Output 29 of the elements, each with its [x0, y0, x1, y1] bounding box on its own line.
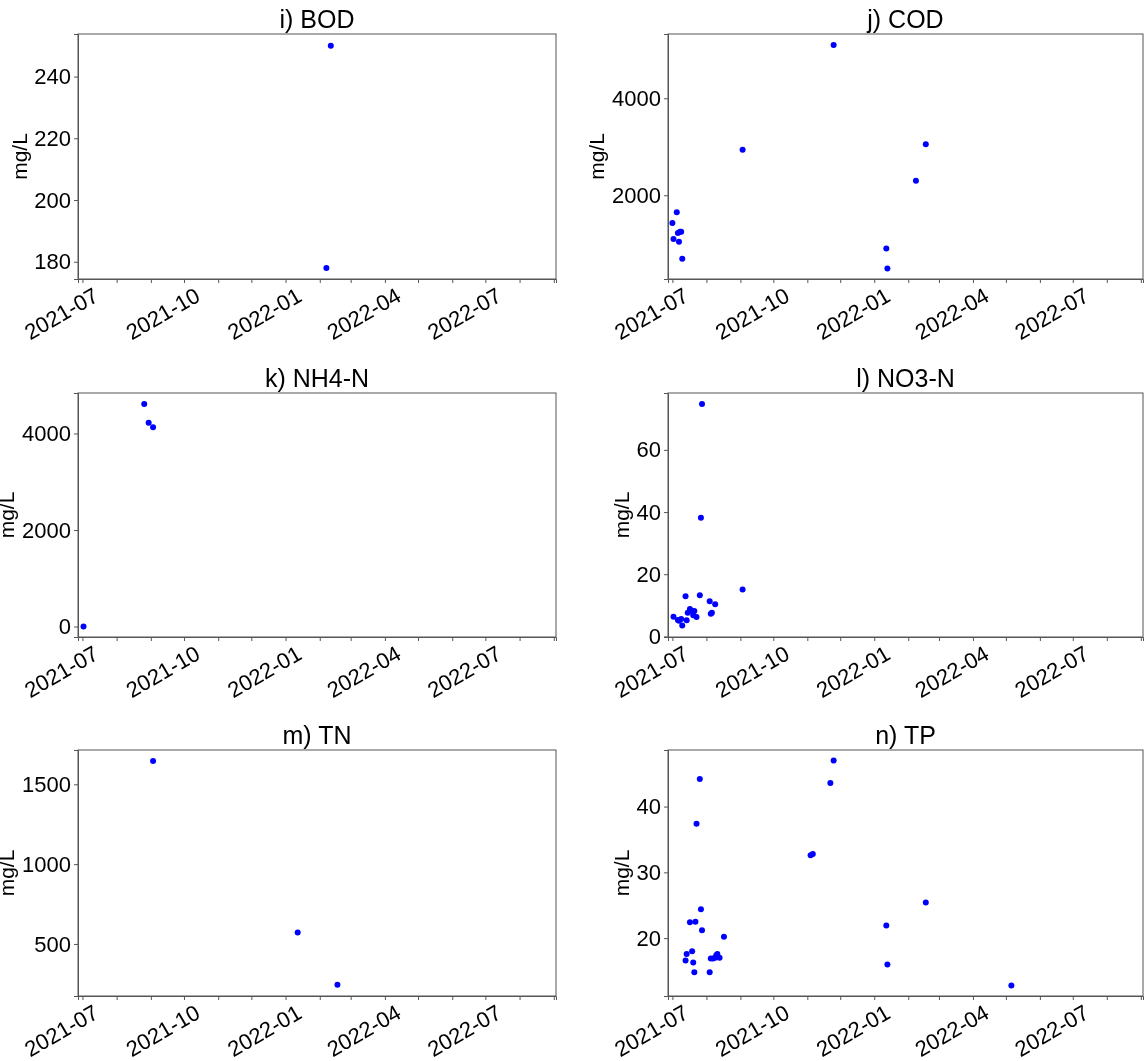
y-tick-label: 0: [58, 614, 71, 640]
y-tick-label: 20: [636, 561, 661, 587]
chart-title: l) NO3-N: [856, 364, 955, 392]
y-tick-label: 0: [648, 623, 661, 649]
chart-title: j) COD: [866, 5, 944, 33]
y-tick-label: 500: [34, 931, 71, 957]
y-tick-label: 180: [34, 249, 71, 275]
y-tick-label: 4000: [22, 421, 71, 447]
y-tick-label: 20: [636, 925, 661, 951]
y-axis-title: mg/L: [7, 133, 31, 180]
y-tick-label: 200: [34, 187, 71, 213]
y-tick-label: 4000: [612, 85, 661, 111]
y-tick-label: 2000: [22, 517, 71, 543]
chart-title: i) BOD: [279, 5, 355, 33]
y-tick-label: 240: [34, 64, 71, 90]
y-tick-label: 2000: [612, 182, 661, 208]
y-axis-title: mg/L: [610, 491, 633, 539]
y-axis-title: mg/L: [610, 849, 633, 897]
y-tick-label: 60: [636, 437, 661, 463]
y-tick-label: 40: [636, 794, 661, 820]
y-tick-label: 1500: [22, 771, 71, 797]
chart-title: m) TN: [282, 721, 352, 749]
y-axis-title: mg/L: [585, 133, 608, 180]
chart-title: k) NH4-N: [264, 364, 370, 392]
chart-title: n) TP: [875, 721, 936, 749]
y-tick-label: 220: [34, 125, 71, 151]
y-tick-label: 30: [636, 859, 661, 885]
y-tick-label: 1000: [22, 851, 71, 877]
y-tick-label: 40: [636, 499, 661, 525]
